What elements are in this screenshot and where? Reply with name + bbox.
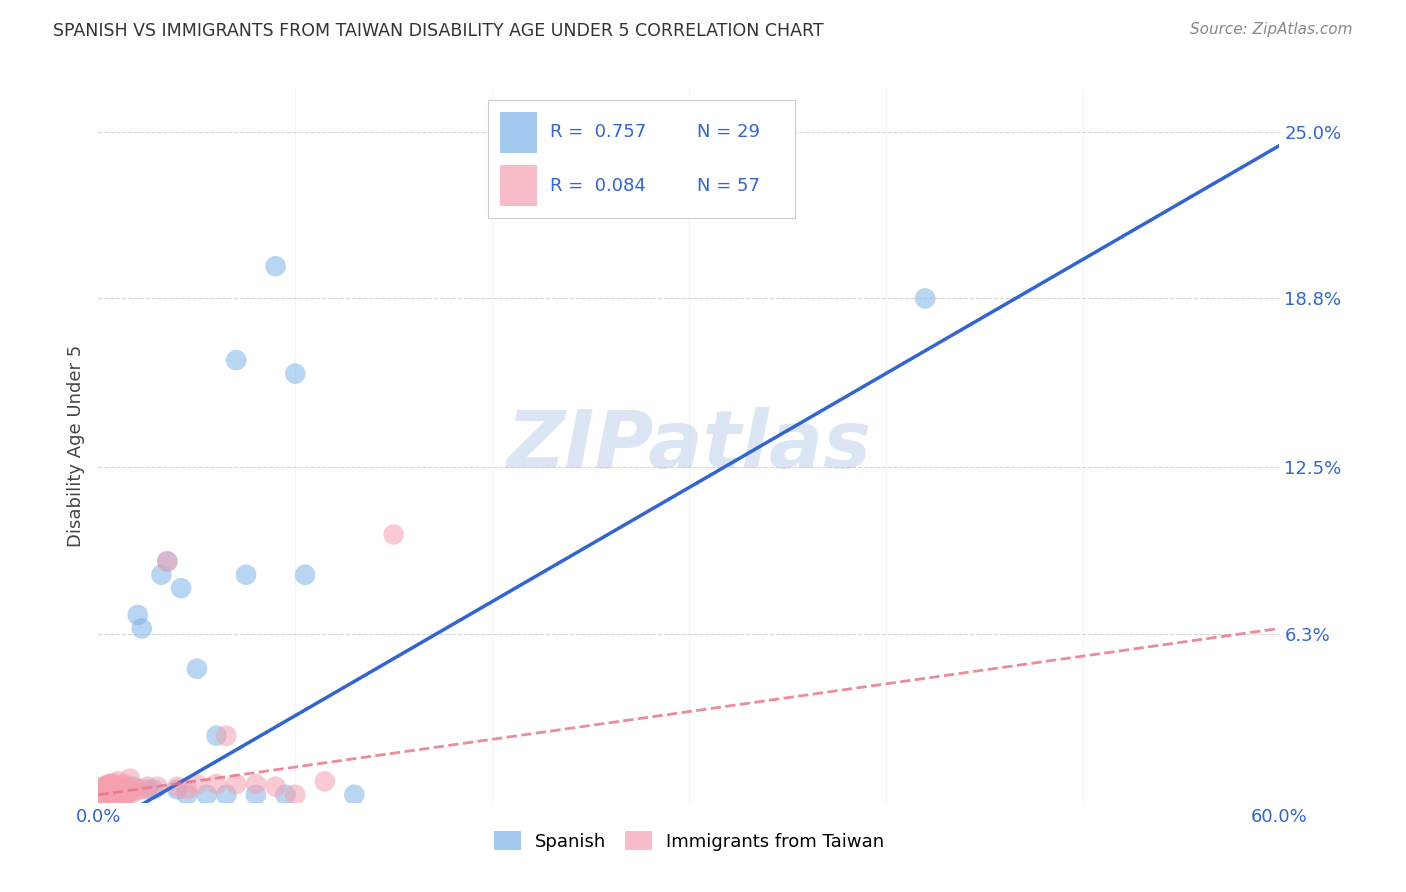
Point: [91, 790, 114, 805]
Point: [176, 782, 198, 797]
Point: [115, 788, 138, 802]
Point: [382, 527, 405, 541]
Point: [103, 777, 125, 791]
Text: Source: ZipAtlas.com: Source: ZipAtlas.com: [1189, 22, 1353, 37]
Point: [122, 785, 145, 799]
Point: [93, 780, 115, 794]
Point: [215, 788, 238, 802]
Point: [294, 567, 316, 582]
Point: [101, 790, 124, 805]
Point: [156, 554, 179, 568]
Point: [146, 780, 169, 794]
Point: [98, 777, 121, 791]
Point: [111, 782, 134, 797]
Point: [314, 774, 336, 789]
Point: [93, 785, 115, 799]
Point: [103, 790, 125, 805]
Point: [93, 790, 115, 805]
Point: [111, 780, 134, 794]
Point: [156, 554, 179, 568]
Point: [103, 780, 125, 794]
Point: [131, 622, 153, 636]
Point: [107, 782, 129, 797]
Point: [122, 780, 145, 794]
Point: [186, 662, 208, 676]
Point: [186, 777, 208, 791]
Point: [91, 785, 114, 799]
Point: [914, 292, 936, 306]
Point: [150, 567, 173, 582]
Point: [136, 782, 159, 797]
Point: [264, 780, 287, 794]
Point: [245, 777, 267, 791]
Point: [127, 782, 149, 797]
Point: [98, 785, 121, 799]
Point: [136, 780, 159, 794]
Point: [127, 607, 149, 622]
Point: [142, 782, 165, 797]
Point: [284, 788, 307, 802]
Point: [101, 785, 124, 799]
Legend: Spanish, Immigrants from Taiwan: Spanish, Immigrants from Taiwan: [486, 824, 891, 858]
Point: [131, 782, 153, 797]
Text: SPANISH VS IMMIGRANTS FROM TAIWAN DISABILITY AGE UNDER 5 CORRELATION CHART: SPANISH VS IMMIGRANTS FROM TAIWAN DISABI…: [53, 22, 824, 40]
Point: [215, 729, 238, 743]
Point: [118, 772, 141, 786]
Point: [117, 788, 139, 802]
Point: [176, 788, 198, 802]
Point: [166, 782, 188, 797]
Point: [103, 785, 125, 799]
Point: [97, 785, 120, 799]
Point: [97, 782, 120, 797]
Point: [89, 785, 111, 799]
Point: [101, 777, 124, 791]
Point: [105, 782, 128, 797]
Point: [170, 581, 193, 595]
Point: [96, 780, 118, 794]
Point: [97, 790, 120, 805]
Point: [87, 788, 110, 802]
Point: [98, 790, 121, 805]
Point: [118, 785, 141, 799]
Point: [195, 788, 218, 802]
Text: ZIPatlas: ZIPatlas: [506, 407, 872, 485]
Point: [97, 777, 120, 791]
Point: [108, 788, 131, 802]
Point: [112, 777, 135, 791]
Point: [264, 259, 287, 273]
Point: [245, 788, 267, 802]
Point: [205, 777, 228, 791]
Point: [107, 788, 129, 802]
Point: [87, 782, 110, 797]
Point: [96, 790, 118, 805]
Y-axis label: Disability Age Under 5: Disability Age Under 5: [66, 345, 84, 547]
Point: [111, 788, 134, 802]
Point: [112, 788, 135, 802]
Point: [96, 785, 118, 799]
Point: [274, 788, 297, 802]
Point: [225, 777, 247, 791]
Point: [235, 567, 257, 582]
Point: [91, 780, 114, 794]
Point: [107, 788, 129, 802]
Point: [117, 785, 139, 799]
Point: [284, 367, 307, 381]
Point: [89, 790, 111, 805]
Point: [101, 777, 124, 791]
Point: [225, 353, 247, 368]
Point: [205, 729, 228, 743]
Point: [105, 790, 128, 805]
Point: [107, 774, 129, 789]
Point: [117, 780, 139, 794]
Point: [166, 780, 188, 794]
Point: [343, 788, 366, 802]
